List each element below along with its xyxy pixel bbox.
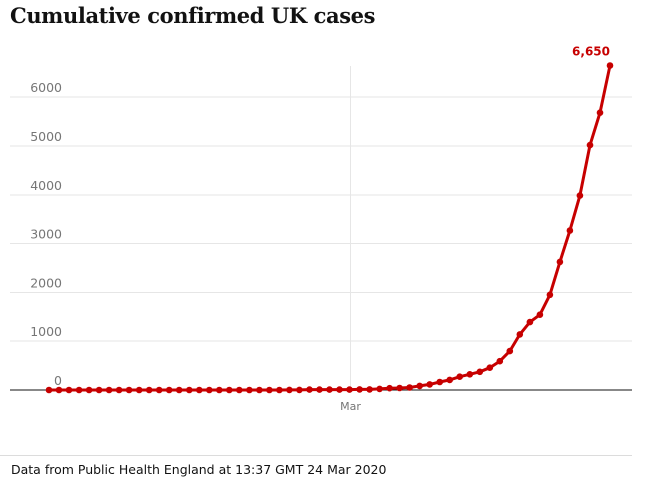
data-point — [216, 386, 223, 394]
data-point — [586, 141, 594, 149]
data-point — [406, 384, 413, 391]
y-axis-ticks: 0 1000 2000 3000 4000 5000 6000 — [30, 80, 62, 388]
data-point — [296, 386, 303, 394]
data-point — [45, 386, 53, 394]
data-point — [125, 386, 133, 394]
data-point — [346, 386, 353, 393]
data-point — [135, 386, 143, 394]
data-point — [396, 384, 403, 392]
data-point — [196, 386, 203, 394]
data-point — [436, 378, 444, 386]
data-point — [416, 382, 424, 390]
y-tick-label: 2000 — [30, 275, 62, 290]
series-layer — [45, 62, 614, 394]
data-point — [556, 258, 564, 266]
x-tick-label: Mar — [340, 400, 361, 413]
data-point — [356, 386, 363, 393]
data-point — [105, 386, 113, 394]
data-point — [175, 386, 183, 394]
data-point — [546, 291, 554, 299]
data-point — [65, 386, 73, 394]
data-point — [206, 386, 213, 394]
data-point — [115, 386, 123, 394]
y-tick-label: 1000 — [30, 324, 62, 339]
line-chart: 0 1000 2000 3000 4000 5000 6000 Mar 6,650 — [10, 44, 632, 413]
data-point — [366, 386, 373, 393]
data-point — [516, 331, 524, 338]
data-point — [186, 386, 193, 394]
data-point — [336, 386, 343, 393]
data-point — [576, 192, 584, 199]
data-point — [165, 386, 173, 394]
data-label: 6,650 — [572, 44, 610, 58]
data-point — [466, 371, 474, 378]
data-point — [496, 357, 504, 365]
data-point — [376, 385, 383, 393]
y-tick-label: 4000 — [30, 178, 62, 193]
data-point — [246, 386, 253, 394]
data-point — [526, 318, 534, 326]
data-point — [266, 386, 273, 394]
data-point — [85, 386, 93, 394]
y-tick-label: 0 — [54, 373, 62, 388]
data-point — [306, 386, 313, 393]
gridlines — [10, 66, 632, 391]
y-tick-label: 3000 — [30, 227, 62, 242]
data-point — [536, 311, 544, 319]
data-point — [226, 386, 233, 394]
data-point — [426, 381, 434, 388]
y-tick-label: 6000 — [30, 80, 62, 95]
data-point — [456, 373, 464, 381]
data-point — [256, 386, 263, 394]
data-point — [486, 364, 494, 372]
data-point — [236, 386, 243, 394]
data-point — [95, 386, 103, 394]
data-point — [145, 386, 153, 394]
x-axis-ticks: Mar — [340, 400, 361, 413]
data-point — [606, 62, 614, 69]
data-point — [276, 386, 283, 394]
data-point — [386, 384, 393, 392]
chart-title: Cumulative confirmed UK cases — [10, 3, 375, 28]
source-note: Data from Public Health England at 13:37… — [11, 462, 387, 477]
data-point — [596, 109, 604, 116]
data-point — [326, 386, 333, 393]
data-point — [55, 386, 63, 394]
footer-divider — [0, 455, 632, 456]
data-point — [286, 386, 293, 394]
data-point — [476, 368, 484, 376]
data-point — [566, 227, 574, 234]
data-point — [446, 376, 454, 384]
data-point — [155, 386, 163, 394]
annotations: 6,650 — [572, 44, 610, 58]
data-point — [506, 347, 514, 355]
data-point — [75, 386, 83, 394]
y-tick-label: 5000 — [30, 129, 62, 144]
data-point — [316, 386, 323, 393]
